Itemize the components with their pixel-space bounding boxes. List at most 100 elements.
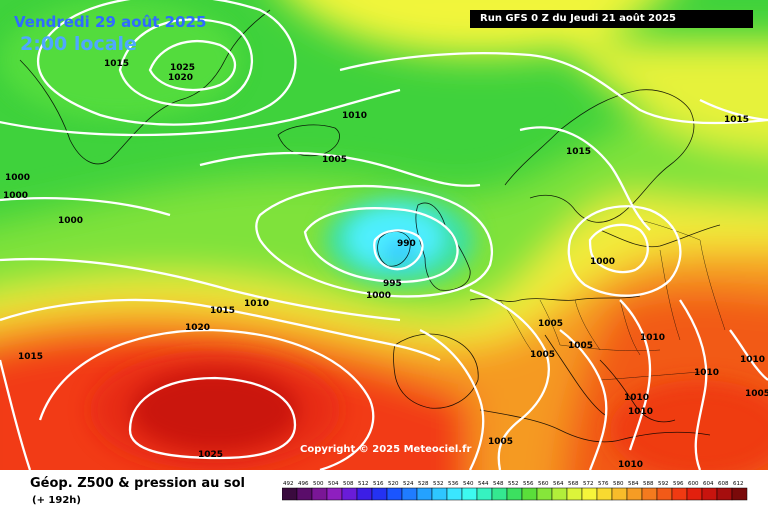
isobar-label: 1015	[210, 306, 235, 316]
isobar-1005-cent	[559, 329, 608, 470]
isobar-label: 1005	[488, 437, 513, 447]
isobar-1015-atl	[0, 298, 441, 362]
isobar-label: 1010	[640, 333, 665, 343]
scale-swatch	[701, 487, 718, 501]
isobar-995-low	[303, 207, 459, 283]
scale-swatch	[596, 487, 613, 501]
isobar-1025-north	[148, 40, 236, 92]
scale-swatch	[401, 487, 418, 501]
scale-tick-label: 564	[553, 481, 564, 487]
isobar-label: 1005	[745, 389, 768, 399]
isobar-990-low	[373, 229, 424, 271]
local-time: 2:00 locale	[20, 33, 137, 55]
copyright-notice: Copyright © 2025 Meteociel.fr	[300, 444, 472, 455]
isobar-1010-ee	[619, 299, 652, 451]
scale-swatch	[356, 487, 373, 501]
scale-swatch	[716, 487, 733, 501]
borders	[499, 219, 726, 381]
scale-swatch	[611, 487, 628, 501]
continent-coast	[469, 295, 641, 302]
scale-swatch	[506, 487, 523, 501]
isobar-label: 1020	[168, 73, 193, 83]
scale-ticks: 492 496 500 504 508 512 516 520 524 528 532 536 540 5…	[283, 481, 744, 487]
isobar-label: 1010	[624, 393, 649, 403]
scale-swatch	[461, 487, 478, 501]
isobar-label: 1025	[170, 63, 195, 73]
scale-swatch	[686, 487, 703, 501]
scale-tick-label: 536	[448, 481, 459, 487]
scale-swatch	[521, 487, 538, 501]
isobar-label: 1015	[18, 352, 43, 362]
scale-swatch	[341, 487, 358, 501]
isobar-label: 1000	[3, 191, 28, 201]
isobar-label: 1010	[694, 368, 719, 378]
isobar-label: 1015	[724, 115, 749, 125]
isobar-1000-scand	[588, 223, 649, 274]
isobar-1025-az	[128, 376, 297, 460]
scale-swatch	[282, 487, 298, 501]
greenland-east-coast	[224, 9, 271, 61]
isobar-1020-north	[118, 18, 253, 107]
isobar-label: 995	[383, 279, 402, 289]
scale-swatch	[731, 487, 748, 501]
scale-swatch	[641, 487, 658, 501]
scale-tick-label: 572	[583, 481, 594, 487]
forecast-map: 1015 1025 1020 1010 1005 1000 1000 1000 …	[0, 0, 768, 470]
isobar-label: 1005	[530, 350, 555, 360]
scale-swatch	[536, 487, 553, 501]
scale-tick-label: 504	[328, 481, 339, 487]
scale-swatch	[566, 487, 583, 501]
isobar-1010-n	[0, 88, 401, 137]
run-info: Run GFS 0 Z du Jeudi 21 août 2025	[470, 10, 753, 28]
isobar-label: 1010	[244, 299, 269, 309]
field-low-center	[382, 239, 418, 265]
scale-tick-label: 528	[418, 481, 429, 487]
scale-tick-label: 612	[733, 481, 744, 487]
valid-date: Vendredi 29 août 2025	[14, 13, 207, 31]
scale-swatch	[581, 487, 598, 501]
scale-tick-label: 604	[703, 481, 714, 487]
scale-swatch	[326, 487, 343, 501]
scale-swatch	[446, 487, 463, 501]
scale-tick-label: 596	[673, 481, 684, 487]
scale-tick-label: 516	[373, 481, 384, 487]
isobar-1010-east	[679, 299, 708, 470]
scale-tick-label: 592	[658, 481, 669, 487]
scale-tick-label: 496	[298, 481, 309, 487]
scale-tick-label: 532	[433, 481, 444, 487]
scale-tick-label: 560	[538, 481, 549, 487]
scale-swatch	[491, 487, 508, 501]
iberia-coast	[393, 333, 479, 409]
scale-tick-label: 568	[568, 481, 579, 487]
isobar-label: 1000	[58, 216, 83, 226]
isobar-label: 1010	[342, 111, 367, 121]
field-low-core	[347, 208, 443, 268]
parameter-title: Géop. Z500 & pression au sol	[30, 476, 245, 491]
isobar-1000-w	[0, 197, 171, 217]
isobar-1010-fr	[419, 328, 485, 470]
italy-coast	[544, 334, 606, 416]
isobar-label: 1000	[5, 173, 30, 183]
scale-tick-label: 556	[523, 481, 534, 487]
scale-tick-label: 584	[628, 481, 639, 487]
scale-tick-label: 540	[463, 481, 474, 487]
scale-tick-label: 512	[358, 481, 369, 487]
scale-tick-label: 508	[343, 481, 354, 487]
isobars	[0, 0, 768, 470]
isobar-label: 1010	[618, 460, 643, 470]
isobar-1020-atl	[38, 328, 375, 470]
scale-tick-label: 524	[403, 481, 414, 487]
scale-tick-label: 576	[598, 481, 609, 487]
isobar-label: 1005	[322, 155, 347, 165]
scale-swatch	[476, 487, 493, 501]
scale-tick-label: 600	[688, 481, 699, 487]
scale-swatch	[416, 487, 433, 501]
lead-time: (+ 192h)	[32, 495, 81, 506]
britain-coast	[415, 202, 471, 291]
isobar-1015-north	[37, 0, 297, 126]
field-high-red	[90, 350, 340, 470]
isobar-1015-w2	[0, 359, 32, 470]
scale-tick-label: 500	[313, 481, 324, 487]
isobar-label: 1025	[198, 450, 223, 460]
